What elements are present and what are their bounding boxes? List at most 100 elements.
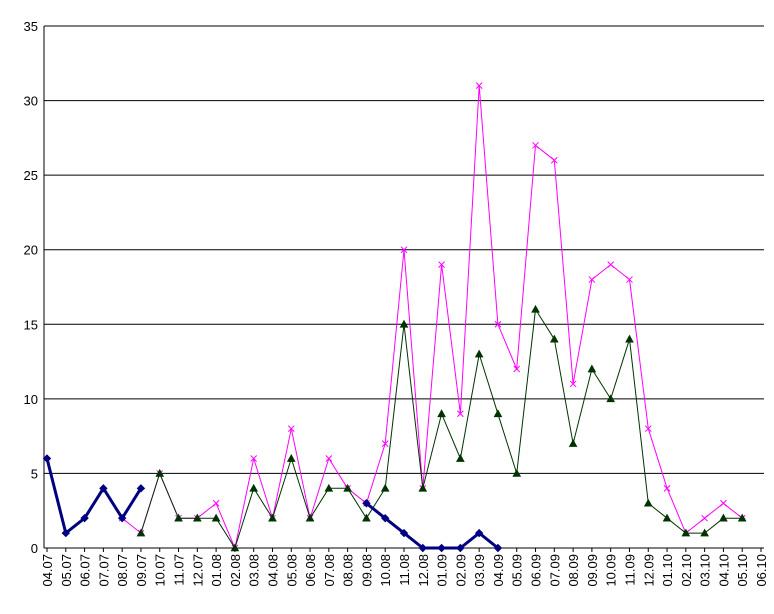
- marker-stroke: [475, 82, 483, 90]
- x-tick-label: 07.08: [322, 554, 337, 587]
- data-point-x-marker: [287, 425, 295, 433]
- data-point-triangle: [380, 483, 390, 492]
- marker-stroke: [532, 141, 539, 149]
- x-tick-label: 02.09: [453, 554, 468, 587]
- x-tick-label: 09.07: [134, 554, 149, 587]
- x-tick-label: 10.08: [378, 554, 393, 587]
- data-point-triangle: [700, 528, 709, 537]
- marker-stroke: [701, 514, 708, 522]
- data-point-x-marker: [325, 455, 333, 462]
- x-tick-label: 05.10: [735, 554, 750, 587]
- y-tick-label: 30: [24, 94, 38, 109]
- marker-stroke: [663, 484, 671, 492]
- series-1-line: [121, 85, 743, 549]
- x-tick-label: 06.10: [754, 554, 769, 587]
- x-tick-label: 01.08: [209, 554, 224, 587]
- data-point-x-marker: [550, 156, 558, 164]
- data-point-triangle: [286, 453, 296, 462]
- data-point-triangle: [549, 334, 559, 343]
- y-tick-label: 15: [24, 317, 38, 332]
- data-point-x-marker: [720, 499, 727, 507]
- data-point-triangle: [456, 453, 465, 462]
- data-point-triangle: [268, 513, 277, 522]
- x-tick-label: 01.10: [660, 554, 675, 587]
- data-point-triangle: [305, 513, 315, 522]
- x-tick-label: 03.08: [247, 554, 262, 587]
- marker-stroke: [644, 425, 652, 433]
- x-tick-label: 09.08: [359, 554, 374, 587]
- x-tick-label: 04.07: [40, 554, 55, 587]
- x-tick-label: 01.09: [435, 554, 450, 587]
- series-3-line: [45, 458, 143, 535]
- y-tick-label: 5: [31, 466, 38, 481]
- marker-stroke: [588, 276, 596, 283]
- data-point-x-marker: [513, 365, 521, 373]
- x-tick-label: 10.09: [604, 554, 619, 587]
- series-2: [136, 304, 747, 552]
- x-tick-label: 03.10: [698, 554, 713, 587]
- marker-stroke: [287, 425, 295, 433]
- data-point-triangle: [643, 498, 653, 507]
- marker-stroke: [400, 246, 408, 254]
- marker-stroke: [457, 410, 464, 418]
- series-2-line: [140, 308, 743, 549]
- marker-stroke: [720, 499, 727, 507]
- data-point-x-marker: [663, 484, 671, 492]
- data-point-diamond: [362, 499, 371, 508]
- x-tick-label: 11.08: [397, 554, 412, 586]
- data-point-triangle: [737, 513, 747, 522]
- data-point-triangle: [136, 528, 146, 537]
- data-point-diamond: [474, 528, 484, 538]
- series-3: [42, 454, 503, 553]
- x-tick-label: 12.09: [641, 554, 656, 587]
- x-tick-label: 12.07: [190, 554, 205, 587]
- marker-stroke: [550, 156, 558, 164]
- y-tick-label: 35: [24, 19, 38, 34]
- data-point-diamond: [80, 513, 89, 523]
- x-tick-label: 02.10: [679, 554, 694, 587]
- marker-stroke: [494, 320, 502, 328]
- marker-stroke: [569, 380, 577, 388]
- marker-stroke: [607, 261, 615, 268]
- data-point-x-marker: [475, 82, 483, 90]
- data-point-x-marker: [607, 261, 615, 268]
- data-point-triangle: [474, 349, 484, 358]
- data-point-diamond: [399, 528, 409, 538]
- x-tick-label: 11.07: [172, 554, 187, 586]
- x-tick-label: 10.07: [153, 554, 168, 587]
- x-tick-label: 08.07: [115, 554, 130, 587]
- x-tick-label: 07.07: [96, 554, 111, 587]
- marker-stroke: [325, 455, 333, 462]
- x-tick-label: 11.09: [622, 554, 637, 586]
- x-tick-label: 04.08: [265, 554, 280, 587]
- data-point-triangle: [418, 483, 428, 492]
- x-tick-label: 04.10: [716, 554, 731, 587]
- x-tick-label: 05.07: [59, 554, 74, 587]
- data-point-x-marker: [644, 425, 652, 433]
- series-group: [42, 82, 747, 553]
- data-point-triangle: [531, 304, 540, 313]
- marker-stroke: [438, 261, 445, 268]
- data-point-triangle: [399, 319, 409, 328]
- x-axis: 04.07 05.07 06.07 07.07 08.07 09.07 10.07 11.07…: [40, 547, 769, 587]
- x-tick-label: 03.09: [472, 554, 487, 587]
- data-point-x-marker: [438, 261, 445, 268]
- data-point-x-marker: [569, 380, 577, 388]
- marker-stroke: [381, 440, 389, 447]
- data-point-x-marker: [250, 455, 258, 462]
- marker-stroke: [513, 365, 521, 373]
- x-tick-label: 04.09: [491, 554, 506, 587]
- y-tick-label: 25: [24, 168, 38, 183]
- x-tick-label: 06.09: [529, 554, 544, 587]
- data-point-triangle: [512, 468, 522, 477]
- data-point-x-marker: [212, 499, 220, 507]
- data-point-diamond: [418, 543, 427, 553]
- data-point-triangle: [155, 468, 165, 477]
- data-point-triangle: [192, 513, 202, 522]
- data-point-diamond: [493, 543, 503, 553]
- x-tick-label: 08.08: [341, 554, 356, 587]
- data-point-triangle: [249, 483, 259, 492]
- data-point-triangle: [343, 483, 352, 492]
- data-point-triangle: [211, 513, 221, 522]
- data-point-x-marker: [532, 141, 539, 149]
